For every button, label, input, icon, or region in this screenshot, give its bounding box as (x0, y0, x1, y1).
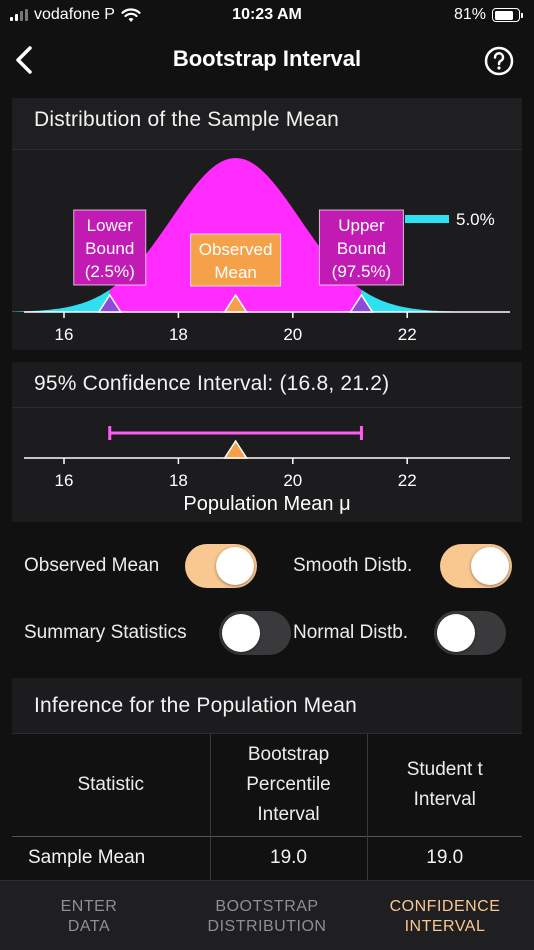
inference-title-band (12, 678, 522, 734)
ci-title: 95% Confidence Interval: (16.8, 21.2) (34, 372, 390, 395)
smooth-distb-label: Smooth Distb. (293, 555, 413, 576)
observed-mean-label-box (190, 233, 282, 287)
signal-icon (10, 9, 28, 21)
x-tick-label: 16 (55, 325, 74, 344)
table-row: Sample Mean 19.0 19.0 (12, 835, 522, 880)
question-circle-icon (484, 46, 514, 76)
observed-mean-marker (223, 293, 248, 313)
lower-tail-area (12, 289, 110, 312)
toggle-knob (216, 547, 254, 585)
tab-bootstrap-distribution[interactable]: BOOTSTRAP DISTRIBUTION (178, 881, 356, 950)
ci-xlabel: Population Mean μ (183, 493, 350, 515)
lower-bound-label-box (73, 209, 147, 286)
carrier-name: vodafone P (34, 6, 115, 23)
lower-bound-label-text: Lower (87, 216, 134, 235)
ci-tick-label: 16 (55, 471, 74, 490)
tab-label: BOOTSTRAP DISTRIBUTION (207, 898, 327, 935)
header-bootstrap: Bootstrap Percentile Interval (210, 734, 368, 836)
carrier-group: vodafone P (10, 6, 141, 24)
tab-enter-data[interactable]: ENTER DATA (0, 881, 178, 950)
header-statistic: Statistic (12, 734, 211, 836)
toggle-knob (437, 614, 475, 652)
x-tick-label: 20 (283, 325, 302, 344)
header-student-text: Student t Interval (406, 758, 483, 810)
battery-percent: 81% (453, 6, 486, 23)
nav-bar: Bootstrap Interval (0, 34, 534, 88)
inference-title: Inference for the Population Mean (34, 694, 357, 717)
ci-chart: 16 18 20 22 Population Mean μ (24, 426, 510, 515)
battery-icon (492, 8, 523, 22)
ci-tick-label: 20 (283, 471, 302, 490)
distribution-title: Distribution of the Sample Mean (34, 108, 340, 131)
tab-confidence-interval[interactable]: CONFIDENCE INTERVAL (356, 881, 534, 950)
distribution-chart: 16 18 20 22 Lower Bound (2.5%) Observed Mean Uppe… (12, 158, 510, 344)
observed-mean-label-text: Mean (214, 263, 257, 282)
inference-table: Statistic Bootstrap Percentile Interval … (12, 734, 522, 880)
back-button[interactable] (10, 44, 40, 76)
toggle-knob (471, 547, 509, 585)
header-student: Student t Interval (367, 734, 522, 836)
confidence-interval-card: 95% Confidence Interval: (16.8, 21.2) 16… (12, 362, 522, 522)
tab-label: ENTER DATA (60, 898, 118, 935)
lower-bound-label-text: Bound (85, 239, 134, 258)
status-time: 10:23 AM (232, 6, 302, 23)
x-tick-label: 18 (169, 325, 188, 344)
toggle-row-1: Observed Mean Smooth Distb. (0, 542, 534, 592)
toggle-row-2: Summary Statistics Normal Distb. (0, 609, 534, 659)
upper-bound-label-text: Upper (338, 216, 385, 235)
smooth-distb-toggle[interactable] (440, 544, 512, 588)
legend-label: 5.0% (456, 210, 495, 229)
table-header-row: Statistic Bootstrap Percentile Interval … (12, 734, 522, 836)
upper-bound-label-text: Bound (337, 239, 386, 258)
distribution-title-band (12, 98, 522, 150)
lower-bound-label-text: (2.5%) (85, 262, 135, 281)
help-button[interactable] (484, 46, 514, 76)
normal-distb-label: Normal Distb. (293, 622, 409, 643)
wifi-icon (121, 7, 141, 22)
tab-bar: ENTER DATA BOOTSTRAP DISTRIBUTION CONFID… (0, 880, 534, 950)
status-bar: vodafone P 10:23 AM 81% (0, 0, 534, 30)
observed-mean-toggle[interactable] (185, 544, 257, 588)
normal-distb-toggle[interactable] (434, 611, 506, 655)
cell-statistic: Sample Mean (12, 835, 211, 880)
distribution-card: Distribution of the Sample Mean 16 18 20 22… (12, 98, 522, 350)
inference-card: Inference for the Population Mean Statis… (12, 678, 522, 880)
upper-bound-label-box (318, 209, 404, 286)
observed-mean-label: Observed Mean (24, 555, 160, 576)
summary-statistics-label: Summary Statistics (24, 622, 187, 643)
upper-tail-area (361, 289, 493, 312)
page-title: Bootstrap Interval (172, 46, 362, 71)
summary-statistics-toggle[interactable] (219, 611, 291, 655)
legend-swatch (405, 215, 449, 223)
ci-point-marker (223, 439, 248, 459)
observed-mean-label-text: Observed (199, 240, 273, 259)
tab-label: CONFIDENCE INTERVAL (389, 898, 501, 935)
battery-group: 81% (453, 6, 523, 24)
x-tick-label: 22 (398, 325, 417, 344)
ci-title-band (12, 362, 522, 408)
cell-bootstrap: 19.0 (210, 835, 368, 880)
ci-tick-label: 18 (169, 471, 188, 490)
lower-bound-marker (97, 293, 123, 313)
upper-bound-marker (349, 293, 374, 313)
cell-student: 19.0 (367, 835, 522, 880)
toggle-knob (222, 614, 260, 652)
header-bootstrap-text: Bootstrap Percentile Interval (246, 743, 331, 825)
upper-bound-label-text: (97.5%) (332, 262, 392, 281)
ci-tick-label: 22 (398, 471, 417, 490)
chevron-left-icon (16, 46, 32, 74)
